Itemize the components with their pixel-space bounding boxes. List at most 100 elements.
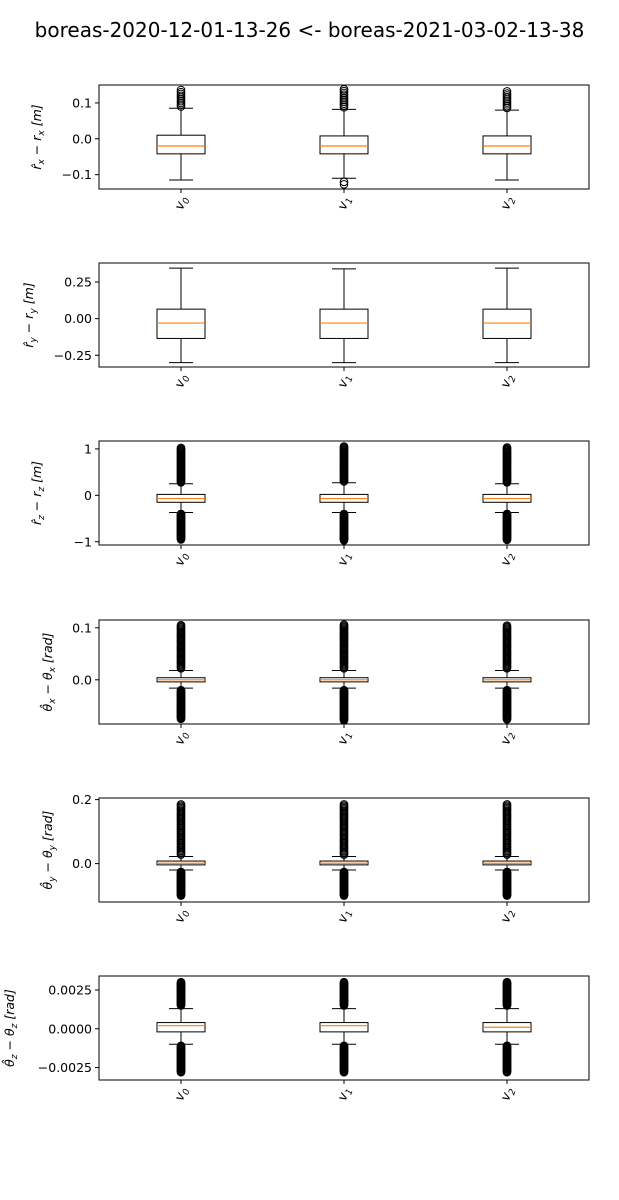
y-tick-label: 0.2 bbox=[72, 792, 92, 807]
box-v1 bbox=[319, 268, 369, 364]
x-tick-label-v2: v2 bbox=[498, 372, 519, 391]
y-tick-label: 0.25 bbox=[64, 275, 92, 290]
flier bbox=[502, 800, 512, 809]
flier bbox=[176, 977, 186, 987]
subplot-4: 0.0 0.1 θ̂x − θx [rad] v0 v1 v2 bbox=[39, 619, 590, 748]
box-v0 bbox=[156, 800, 206, 900]
subplot-5: 0.0 0.2 θ̂y − θy [rad] v0 v1 v2 bbox=[39, 792, 590, 926]
x-tick-label-v0: v0 bbox=[172, 907, 193, 926]
box-v2 bbox=[482, 87, 532, 181]
flier bbox=[176, 867, 186, 877]
x-tick-label-v0: v0 bbox=[172, 1085, 193, 1104]
iqr-box bbox=[319, 135, 369, 155]
flier bbox=[502, 867, 512, 877]
iqr-box bbox=[156, 308, 206, 339]
flier bbox=[176, 87, 186, 97]
subplot-2: −0.25 0.00 0.25 r̂y − ry [m] v0 v1 v2 bbox=[21, 262, 590, 391]
flier bbox=[176, 620, 186, 630]
subplot-3: −1 0 1 r̂z − rz [m] v0 v1 v2 bbox=[29, 440, 590, 569]
box-v1 bbox=[319, 800, 369, 900]
y-tick-label: 1 bbox=[84, 441, 92, 456]
flier bbox=[502, 621, 512, 631]
y-axis-label: θ̂z − θz [rad] bbox=[1, 989, 20, 1067]
flier bbox=[339, 180, 349, 189]
flier bbox=[339, 867, 349, 877]
flier bbox=[176, 509, 186, 519]
box-v2 bbox=[482, 977, 532, 1077]
flier bbox=[339, 685, 349, 695]
flier bbox=[502, 685, 512, 695]
iqr-box bbox=[156, 134, 206, 155]
flier bbox=[502, 89, 512, 98]
x-tick-label-v2: v2 bbox=[498, 1085, 519, 1104]
x-tick-label-v0: v0 bbox=[172, 194, 193, 213]
y-tick-label: 0.0025 bbox=[48, 982, 92, 997]
flier bbox=[176, 85, 186, 95]
flier bbox=[502, 87, 512, 96]
box-v0 bbox=[156, 977, 206, 1077]
y-tick-label: 0 bbox=[84, 488, 92, 503]
y-tick-label: −0.25 bbox=[54, 348, 92, 363]
y-tick-label: −0.0025 bbox=[38, 1060, 92, 1075]
box-v2 bbox=[482, 800, 532, 900]
x-tick-label-v1: v1 bbox=[335, 729, 356, 747]
flier bbox=[339, 1041, 349, 1051]
iqr-box bbox=[482, 135, 532, 155]
y-axis-label: θ̂y − θy [rad] bbox=[39, 810, 58, 889]
y-tick-label: 0.1 bbox=[72, 95, 92, 110]
x-tick-label-v2: v2 bbox=[498, 729, 519, 748]
flier bbox=[339, 977, 349, 987]
box-v0 bbox=[156, 443, 206, 544]
x-tick-label-v1: v1 bbox=[335, 1085, 356, 1103]
box-v2 bbox=[482, 267, 532, 364]
x-tick-label-v2: v2 bbox=[498, 550, 519, 569]
flier bbox=[502, 977, 512, 987]
flier bbox=[176, 800, 186, 809]
y-tick-label: 0.1 bbox=[72, 620, 92, 635]
x-tick-label-v2: v2 bbox=[498, 194, 519, 213]
iqr-box bbox=[482, 308, 532, 339]
y-axis-label: r̂x − rx [m] bbox=[29, 104, 47, 169]
y-axis-label: r̂z − rz [m] bbox=[29, 461, 47, 525]
y-tick-label: 0.0 bbox=[72, 856, 92, 871]
box-v1 bbox=[319, 85, 369, 189]
flier bbox=[502, 443, 512, 452]
iqr-box bbox=[319, 308, 369, 339]
y-tick-label: 0.0 bbox=[72, 131, 92, 146]
box-v2 bbox=[482, 443, 532, 545]
iqr-box bbox=[156, 1022, 206, 1033]
x-tick-label-v0: v0 bbox=[172, 550, 193, 569]
y-tick-label: 0.0 bbox=[72, 672, 92, 687]
subplot-1: −0.1 0.0 0.1 r̂x − rx [m] v0 v1 v2 bbox=[29, 84, 590, 213]
box-v0 bbox=[156, 85, 206, 181]
box-v0 bbox=[156, 620, 206, 724]
x-tick-label-v1: v1 bbox=[335, 194, 356, 212]
flier bbox=[176, 685, 186, 695]
box-v1 bbox=[319, 442, 369, 545]
flier bbox=[339, 85, 349, 94]
box-v2 bbox=[482, 621, 532, 724]
y-axis-label: r̂y − ry [m] bbox=[21, 282, 39, 347]
x-tick-label-v0: v0 bbox=[172, 729, 193, 748]
box-v0 bbox=[156, 267, 206, 364]
flier bbox=[176, 443, 186, 453]
y-tick-label: −0.1 bbox=[62, 167, 92, 182]
x-tick-label-v2: v2 bbox=[498, 907, 519, 926]
flier bbox=[339, 509, 349, 519]
x-tick-label-v1: v1 bbox=[335, 372, 356, 390]
subplot-6: −0.0025 0.0000 0.0025 θ̂z − θz [rad] v0 v1 v2 bbox=[1, 975, 590, 1104]
y-tick-label: 0.0000 bbox=[48, 1021, 92, 1036]
box-v1 bbox=[319, 977, 369, 1077]
x-tick-label-v1: v1 bbox=[335, 907, 356, 925]
flier bbox=[339, 442, 349, 451]
flier bbox=[339, 620, 349, 629]
y-axis-label: θ̂x − θx [rad] bbox=[39, 632, 58, 711]
flier bbox=[339, 177, 349, 187]
flier bbox=[502, 1041, 512, 1051]
iqr-box bbox=[319, 1022, 369, 1033]
box-v1 bbox=[319, 620, 369, 725]
figure-title: boreas-2020-12-01-13-26 <- boreas-2021-0… bbox=[34, 18, 585, 42]
y-tick-label: 0.00 bbox=[64, 311, 92, 326]
x-tick-label-v1: v1 bbox=[335, 550, 356, 568]
